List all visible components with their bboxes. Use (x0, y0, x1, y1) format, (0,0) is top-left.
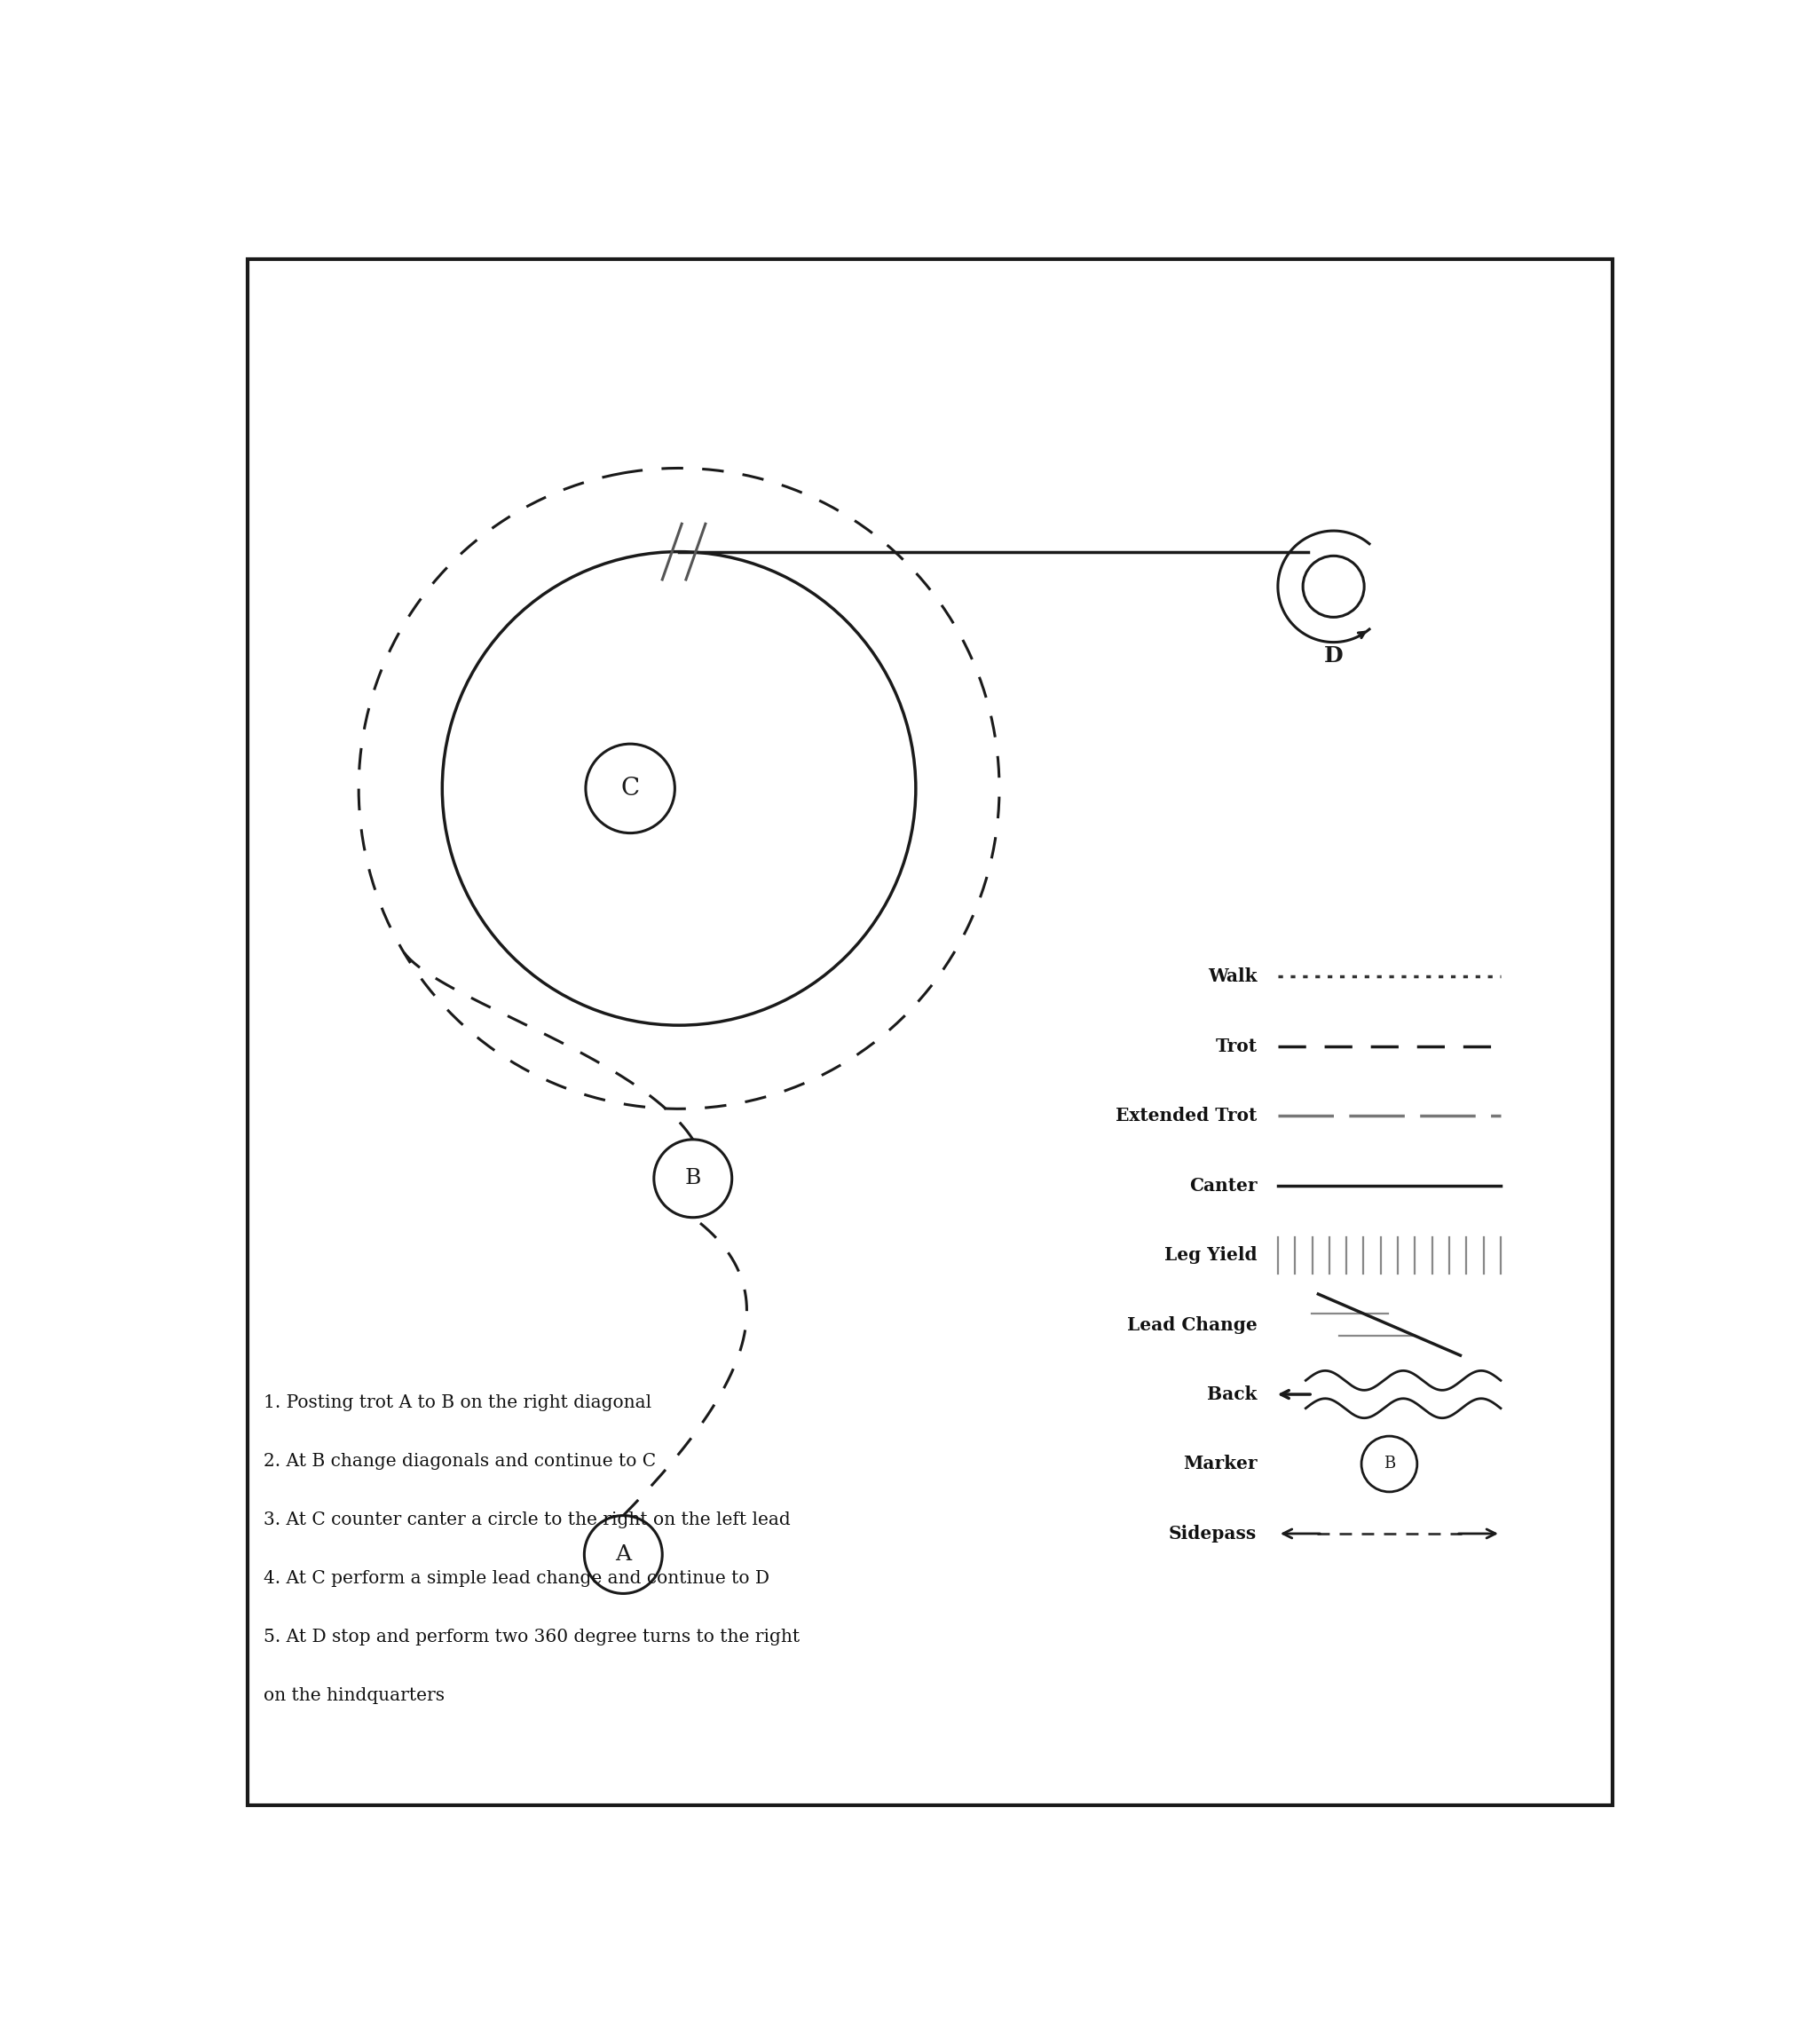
Text: on the hindquarters: on the hindquarters (265, 1686, 444, 1705)
Text: Marker: Marker (1183, 1455, 1257, 1474)
Text: B: B (1384, 1455, 1395, 1472)
Text: 3. At C counter canter a circle to the right on the left lead: 3. At C counter canter a circle to the r… (265, 1511, 791, 1529)
Text: Sidepass: Sidepass (1168, 1525, 1257, 1543)
Text: D: D (1324, 646, 1342, 666)
Text: Trot: Trot (1215, 1036, 1257, 1055)
Text: C: C (620, 777, 640, 801)
Text: Back: Back (1206, 1386, 1257, 1404)
Circle shape (1362, 1437, 1417, 1492)
Text: 1. Posting trot A to B on the right diagonal: 1. Posting trot A to B on the right diag… (265, 1394, 651, 1410)
Text: 5. At D stop and perform two 360 degree turns to the right: 5. At D stop and perform two 360 degree … (265, 1629, 800, 1645)
Text: B: B (684, 1169, 700, 1190)
Text: Leg Yield: Leg Yield (1165, 1247, 1257, 1263)
Text: 2. At B change diagonals and continue to C: 2. At B change diagonals and continue to… (265, 1453, 657, 1470)
Text: Lead Change: Lead Change (1126, 1316, 1257, 1333)
Text: Canter: Canter (1188, 1177, 1257, 1194)
Circle shape (653, 1139, 731, 1218)
Circle shape (584, 1515, 662, 1594)
Text: Walk: Walk (1208, 967, 1257, 985)
Text: A: A (615, 1545, 631, 1566)
Circle shape (1302, 556, 1364, 617)
Circle shape (586, 744, 675, 834)
Text: 4. At C perform a simple lead change and continue to D: 4. At C perform a simple lead change and… (265, 1570, 769, 1586)
Text: Extended Trot: Extended Trot (1116, 1108, 1257, 1124)
